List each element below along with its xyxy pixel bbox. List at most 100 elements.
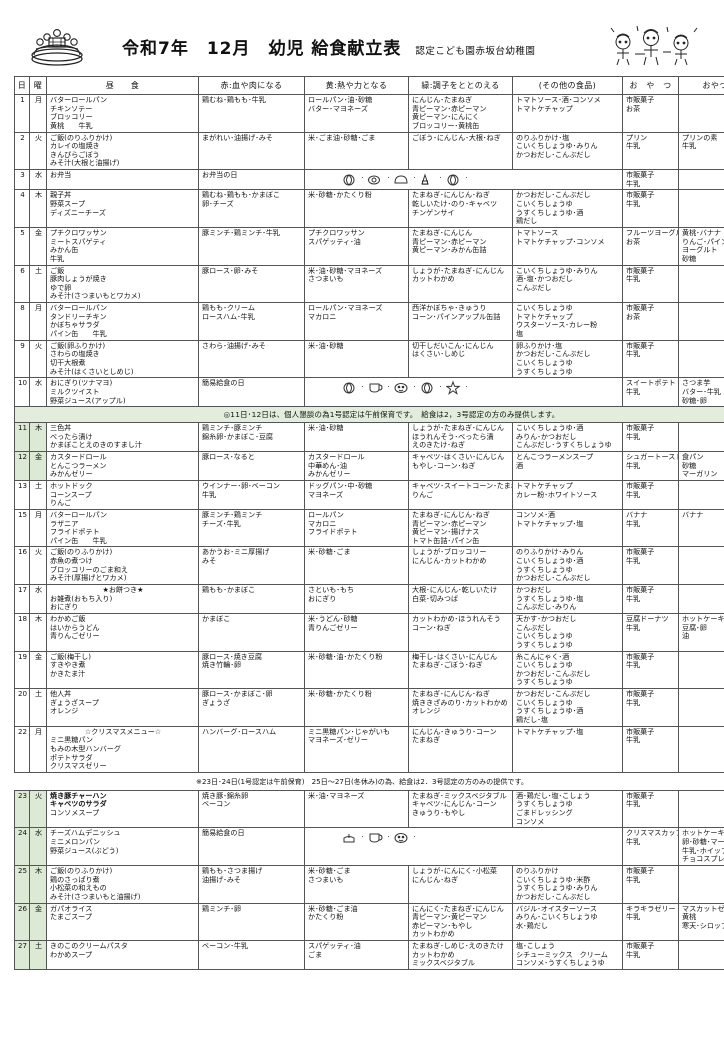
naruto-icon (420, 379, 435, 395)
cell-line: コーンスープ (50, 491, 196, 500)
cell-decorative-food-icons: ･････ (305, 170, 623, 190)
cell-line: はくさい･しめじ (412, 350, 510, 359)
cell-line: お弁当の日 (202, 171, 302, 180)
cell-lunch: わかめご飯はいからうどん青りんごゼリー (47, 613, 199, 651)
cell-red-group: 鶏もも･さつま揚げ油揚げ･みそ (199, 865, 305, 903)
cell-line: みそ汁(厚揚げとワカメ) (50, 574, 196, 583)
cell-day: 23 (15, 790, 30, 828)
cell-line: とんこつラーメンスープ (516, 453, 620, 462)
cell-line: あかうお･ミニ厚揚げ (202, 548, 302, 557)
cell-line: 牛乳 (626, 557, 676, 566)
cell-snack-material (679, 170, 724, 190)
cell-day: 11 (15, 423, 30, 452)
notice-text-1: ◎11日･12日は、個人懇談の為1号認定は午前保育です。 給食は2，3号認定の方… (15, 407, 724, 423)
cell-line: カレー粉･ホワイトソース (516, 491, 620, 500)
cell-other-foods: こいくちしょうゆ･酒みりん･かつおだしこんぶだし･うすくちしょうゆ (513, 423, 623, 452)
col-header-snack-material: おやつ材料 (679, 77, 724, 95)
cell-snack-material (679, 95, 724, 133)
cell-lunch: ☆クリスマスメニュー☆ミニ黒糖パンもみの木型ハンバーグポテトサラダクリスマスゼリ… (47, 726, 199, 772)
cell-line: ミックスベジタブル (412, 959, 510, 968)
cell-lunch: チーズハムデニッシュミニメロンパン野菜ジュース(ぶどう) (47, 828, 199, 866)
cell-day-of-week: 月 (30, 509, 47, 547)
cell-lunch: お弁当 (47, 170, 199, 190)
cell-line: みそ汁(さつまいもとワカメ) (50, 292, 196, 301)
cell-yellow-group: 米･砂糖･ごまさつまいも (305, 865, 409, 903)
cell-line: みかん缶 (50, 246, 196, 255)
cell-line: 砂糖 (682, 255, 724, 264)
cell-line: お弁当 (50, 171, 196, 180)
cell-day: 26 (15, 903, 30, 941)
cell-line: 米･砂糖･かたくり粉 (308, 191, 406, 200)
cell-line: マーガリン (682, 470, 724, 479)
cell-day: 5 (15, 227, 30, 265)
cell-lunch: ご飯(のりふりかけ)赤魚の煮つけブロッコリーのごま和えみそ汁(厚揚げとワカメ) (47, 547, 199, 585)
cell-yellow-group: ドッグパン･中･砂糖マヨネーズ (305, 480, 409, 509)
cell-day: 22 (15, 726, 30, 772)
cell-yellow-group: 米･うどん･砂糖青りんごゼリー (305, 613, 409, 651)
cell-line: コーン･パインアップル缶詰 (412, 313, 510, 322)
cell-green-group: たまねぎ･にんじん青ピーマン･赤ピーマン黄ピーマン･みかん缶詰 (409, 227, 513, 265)
cell-snack: 豆腐ドーナツ牛乳 (623, 613, 679, 651)
cell-line: うすくちしょうゆ (516, 678, 620, 687)
cell-red-group: 鶏むね･鶏もも･かまぼこ卵･チーズ (199, 190, 305, 228)
cell-line: みそ汁(はくさいとしめじ) (50, 368, 196, 377)
cell-line: コンソメスープ (50, 809, 196, 818)
cell-line: ハンバーグ･ロースハム (202, 728, 302, 737)
cell-day: 13 (15, 480, 30, 509)
cell-green-group: たまねぎ･ミックスベジタブルキャベツ･にんじん･コーンきゅうり･もやし (409, 790, 513, 828)
cell-day-of-week: 木 (30, 190, 47, 228)
cell-red-group: 豚ロース･焼き豆腐焼き竹輪･卵 (199, 651, 305, 689)
cell-other-foods: 塩･こしょうシチューミックス クリームコンソメ･うすくちしょうゆ (513, 941, 623, 970)
cell-line: さわら･油揚げ･みそ (202, 342, 302, 351)
decor-dots: ･ (387, 384, 390, 391)
cell-line: ベーコン･牛乳 (202, 942, 302, 951)
cake-icon (342, 829, 357, 845)
cell-green-group: にんじん･たまねぎ青ピーマン･赤ピーマン黄ピーマン･にんにくブロッコリー･黄桃缶 (409, 95, 513, 133)
cell-line: 野菜ジュース(ぶどう) (50, 847, 196, 856)
cell-green-group: キャベツ･はくさい･にんじんもやし･コーン･ねぎ (409, 452, 513, 481)
decor-dots: ･ (387, 834, 390, 841)
cell-green-group: カットわかめ･ほうれんそうコーン･ねぎ (409, 613, 513, 651)
cell-day-of-week: 土 (30, 689, 47, 727)
cell-red-group: 豚ロース･かまぼこ･卵ぎょうざ (199, 689, 305, 727)
cell-snack-material (679, 480, 724, 509)
cell-snack-material (679, 190, 724, 228)
face-icon (394, 379, 409, 395)
cell-line: 牛乳 (626, 699, 676, 708)
cell-snack: 市販菓子牛乳 (623, 790, 679, 828)
cell-line: 牛乳 (626, 388, 676, 397)
cell-snack: 市販菓子お茶 (623, 303, 679, 341)
cell-snack-material (679, 651, 724, 689)
naruto-icon (446, 171, 461, 187)
cell-line: トマトケチャップ･塩 (516, 520, 620, 529)
cell-day-of-week: 金 (30, 651, 47, 689)
cell-snack-material (679, 790, 724, 828)
cell-day-of-week: 金 (30, 452, 47, 481)
cell-snack: フルーツヨーグルトお茶 (623, 227, 679, 265)
cell-day-of-week: 金 (30, 903, 47, 941)
cell-yellow-group: 米･ごま油･砂糖･ごま (305, 132, 409, 170)
cell-lunch: 親子丼野菜スープディズニーチーズ (47, 190, 199, 228)
cell-day: 19 (15, 651, 30, 689)
cell-line: きゅうり･もやし (412, 809, 510, 818)
cell-line: 油 (682, 632, 724, 641)
cell-snack-material (679, 265, 724, 303)
cell-line: フライドポテト (308, 528, 406, 537)
naruto-icon (342, 379, 357, 395)
cell-line: 米･ごま油･砂糖･ごま (308, 134, 406, 143)
cell-snack-material (679, 865, 724, 903)
face-icon (394, 829, 409, 845)
decor-dots: ･ (413, 175, 416, 182)
cell-other-foods: トマトソース･酒･コンソメトマトケチャップ (513, 95, 623, 133)
cell-snack-material (679, 303, 724, 341)
cell-line: ベーコン (202, 800, 302, 809)
naruto-icon (342, 171, 357, 187)
cell-line: ブロッコリー･黄桃缶 (412, 122, 510, 131)
cell-line: 白菜･切みつば (412, 595, 510, 604)
cell-yellow-group: 米･砂糖･かたくり粉 (305, 190, 409, 228)
cell-day: 27 (15, 941, 30, 970)
cell-red-group: ベーコン･牛乳 (199, 941, 305, 970)
